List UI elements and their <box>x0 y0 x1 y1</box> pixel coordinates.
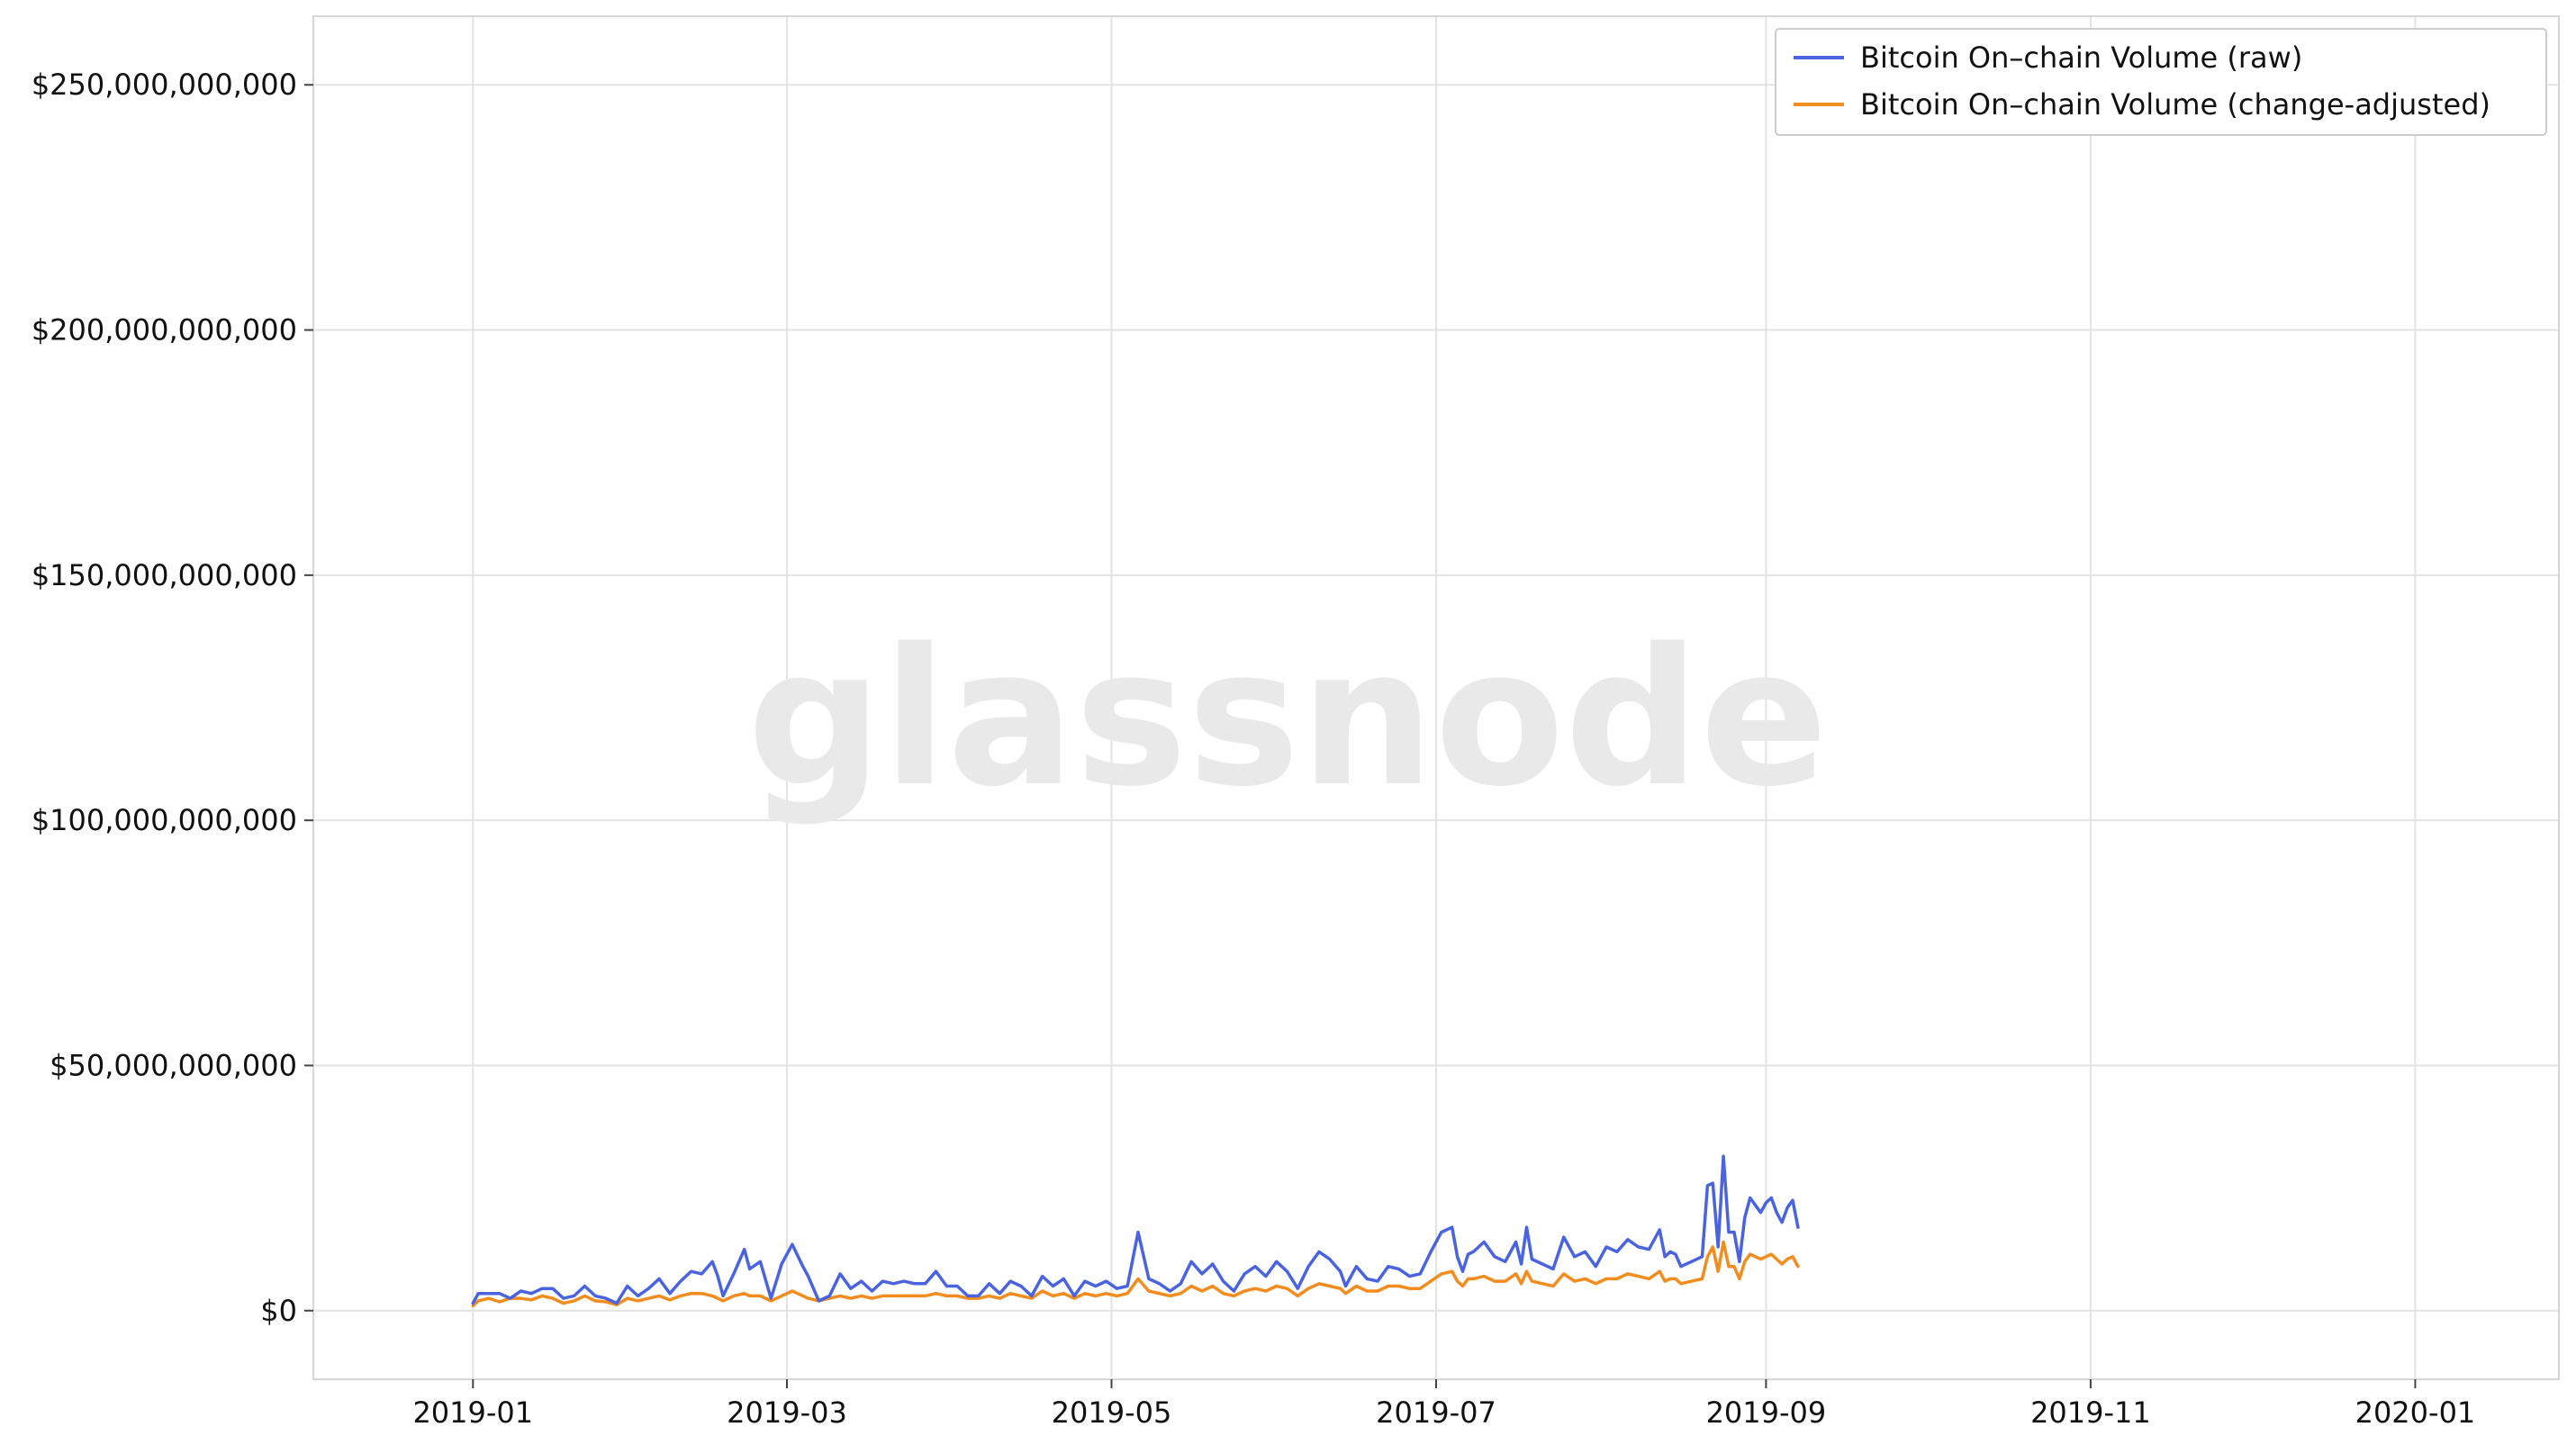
y-axis-ticks: $0 $50,000,000,000 $100,000,000,000 $150,00… <box>32 68 313 1328</box>
y-tick-label: $200,000,000,000 <box>32 313 297 348</box>
watermark: glassnode <box>747 608 1829 828</box>
series-line-raw <box>471 1154 1800 1305</box>
grid <box>313 16 2559 1379</box>
legend-label-change-adjusted: Bitcoin On–chain Volume (change-adjusted… <box>1860 87 2490 122</box>
x-tick-label: 2019-03 <box>727 1395 847 1430</box>
y-tick-label: $50,000,000,000 <box>50 1048 297 1082</box>
x-tick-label: 2019-01 <box>412 1395 533 1430</box>
y-tick-label: $100,000,000,000 <box>32 803 297 837</box>
x-tick-label: 2019-11 <box>2030 1395 2151 1430</box>
series-group <box>471 1154 1800 1308</box>
x-tick-label: 2020-01 <box>2355 1395 2476 1430</box>
legend: Bitcoin On–chain Volume (raw) Bitcoin On… <box>1775 28 2547 136</box>
y-tick-label: $0 <box>260 1294 297 1328</box>
y-tick-label: $150,000,000,000 <box>32 558 297 592</box>
legend-box <box>1775 28 2547 136</box>
x-tick-label: 2019-07 <box>1376 1395 1496 1430</box>
x-tick-label: 2019-05 <box>1052 1395 1172 1430</box>
y-tick-label: $250,000,000,000 <box>32 68 297 102</box>
legend-label-raw: Bitcoin On–chain Volume (raw) <box>1860 41 2302 75</box>
x-axis-ticks: 2019-01 2019-03 2019-05 2019-07 2019-09 2019-… <box>412 1379 2475 1430</box>
x-tick-label: 2019-09 <box>1706 1395 1827 1430</box>
series-line-change-adjusted <box>471 1240 1800 1308</box>
